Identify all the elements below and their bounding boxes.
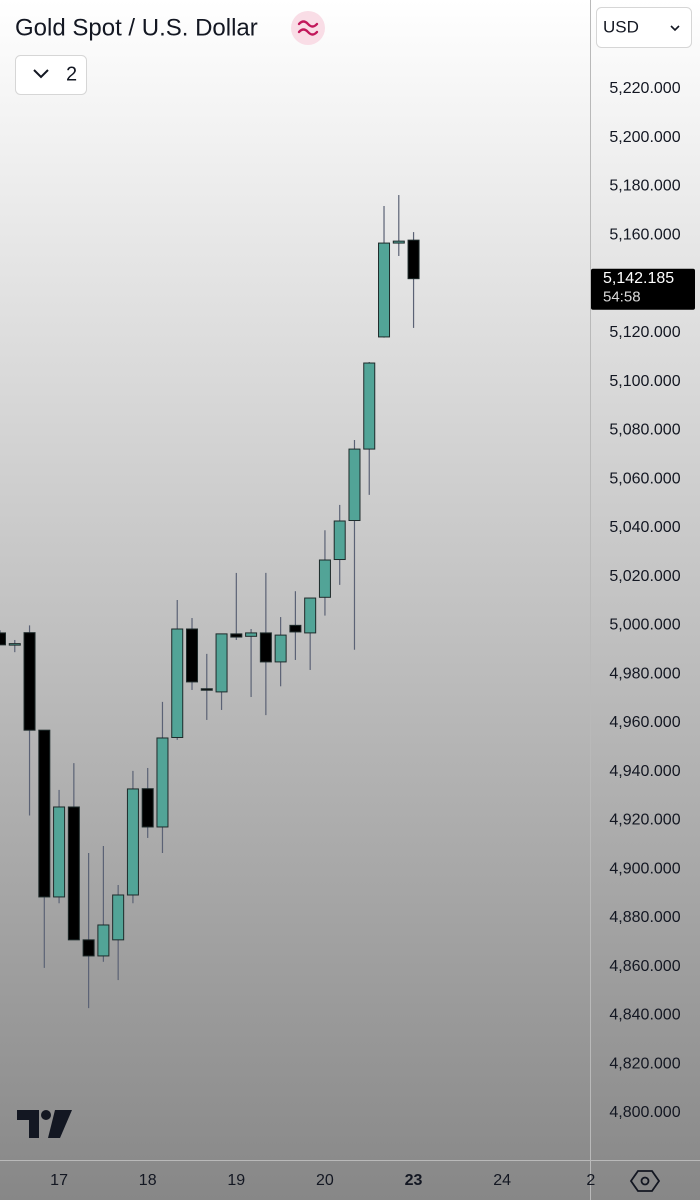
y-tick-label: 4,840.000 <box>609 1007 680 1024</box>
candle-body <box>53 806 66 898</box>
y-tick-label: 4,820.000 <box>609 1055 680 1072</box>
indicator-toggle[interactable]: 2 <box>15 55 87 95</box>
candle-body <box>407 239 420 280</box>
x-tick-label: 18 <box>139 1172 157 1189</box>
x-tick-label: 20 <box>316 1172 334 1189</box>
x-tick-label: 19 <box>227 1172 245 1189</box>
y-tick-label: 4,920.000 <box>609 812 680 829</box>
tradingview-logo <box>17 1110 72 1138</box>
candle-body <box>171 628 184 738</box>
indicator-icon[interactable] <box>291 11 325 45</box>
candle-body <box>38 729 51 898</box>
candle-body <box>186 628 199 683</box>
y-tick-label: 5,020.000 <box>609 568 680 585</box>
y-tick-label: 4,960.000 <box>609 714 680 731</box>
candle-body <box>112 894 125 941</box>
x-tick-label: 17 <box>50 1172 68 1189</box>
y-tick-label: 4,880.000 <box>609 909 680 926</box>
y-tick-label: 4,940.000 <box>609 763 680 780</box>
candle-body <box>200 688 213 691</box>
y-tick-label: 4,800.000 <box>609 1104 680 1121</box>
currency-select[interactable]: USD <box>596 7 692 48</box>
candle-body <box>333 520 346 561</box>
y-tick-label: 5,000.000 <box>609 617 680 634</box>
y-tick-label: 5,220.000 <box>609 80 680 97</box>
candle-body <box>8 643 21 646</box>
candle-body <box>126 788 139 896</box>
y-tick-label: 5,120.000 <box>609 324 680 341</box>
x-tick-label: 23 <box>405 1172 423 1189</box>
y-tick-label: 5,100.000 <box>609 373 680 390</box>
candle-body <box>67 806 80 941</box>
last-price-label: 5,142.185 <box>603 270 674 287</box>
candle-body <box>304 597 317 634</box>
indicator-count: 2 <box>66 63 77 85</box>
y-tick-label: 5,040.000 <box>609 519 680 536</box>
y-tick-label: 4,860.000 <box>609 958 680 975</box>
y-tick-label: 5,060.000 <box>609 470 680 487</box>
candle-body <box>259 632 272 663</box>
currency-label: USD <box>603 17 639 36</box>
candle-body <box>230 633 243 638</box>
countdown-label: 54:58 <box>603 289 641 306</box>
candle-body <box>348 448 361 522</box>
y-tick-label: 5,160.000 <box>609 226 680 243</box>
symbol-title: Gold Spot / U.S. Dollar <box>15 14 258 41</box>
plot-area <box>0 195 420 1009</box>
candle-body <box>245 632 258 637</box>
y-tick-label: 4,980.000 <box>609 665 680 682</box>
candle-body <box>318 559 331 598</box>
last-price-box <box>591 268 695 310</box>
candle-body <box>82 939 95 957</box>
x-tick-label: 24 <box>493 1172 511 1189</box>
candle-body <box>0 632 6 646</box>
candle-body <box>289 624 302 633</box>
y-tick-label: 5,080.000 <box>609 422 680 439</box>
axes: 4,800.000 4,820.000 4,840.000 4,860.000 4,88… <box>50 80 695 1189</box>
candle-body <box>156 737 169 828</box>
candle-body <box>392 240 405 244</box>
candle-body <box>97 924 110 957</box>
x-tick-label: 2 <box>586 1172 595 1189</box>
y-tick-label: 5,180.000 <box>609 178 680 195</box>
y-tick-label: 5,200.000 <box>609 129 680 146</box>
settings-icon[interactable] <box>629 1170 661 1192</box>
candle-body <box>363 362 376 450</box>
candle-body <box>274 634 287 663</box>
candle-body <box>23 632 36 731</box>
candle-body <box>215 633 228 693</box>
candle-body <box>378 242 391 338</box>
y-tick-label: 4,900.000 <box>609 860 680 877</box>
candle-body <box>141 788 154 828</box>
